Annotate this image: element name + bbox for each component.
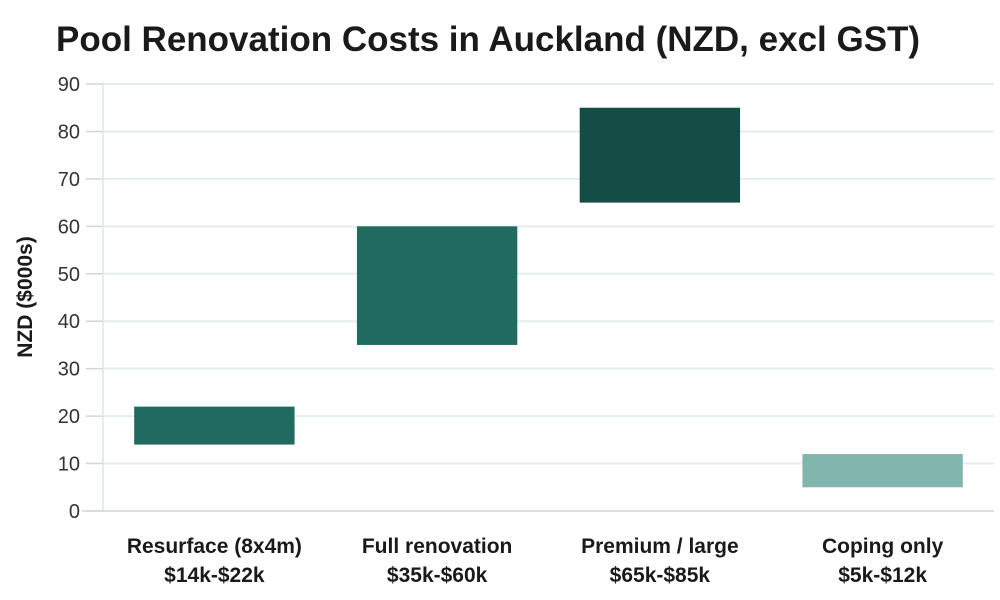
y-tick-label: 20 [58,406,80,428]
category-range-label: $14k-$22k [164,564,265,587]
category-labels: Resurface (8x4m) $14k-$22k Full renovation… [127,535,944,587]
y-tick-label: 50 [58,264,80,286]
y-tick-labels: 0 10 20 30 40 50 60 70 80 90 [58,74,103,523]
y-axis-label: NZD ($000s) [14,236,37,357]
y-tick-label: 30 [58,359,80,381]
range-bar [802,454,963,488]
category-label: Premium / large [581,535,739,558]
category-label: Resurface (8x4m) [127,535,302,558]
category-range-label: $65k-$85k [610,564,711,587]
category-range-label: $35k-$60k [387,564,488,587]
bars [134,107,963,488]
y-tick-label: 90 [58,74,80,96]
y-tick-label: 10 [58,454,80,476]
category-range-label: $5k-$12k [838,564,927,587]
y-tick-label: 0 [69,501,80,523]
y-tick-label: 80 [58,121,80,143]
category-label: Full renovation [362,535,513,558]
range-bar [134,406,295,445]
range-bar [579,107,741,203]
y-tick-label: 60 [58,216,80,238]
y-tick-label: 40 [58,311,80,333]
axes [82,82,994,512]
gridlines [103,83,994,465]
category-label: Coping only [822,535,944,558]
chart-title: Pool Renovation Costs in Auckland (NZD, … [56,20,921,59]
range-bar [356,226,518,345]
y-tick-label: 70 [58,169,80,191]
